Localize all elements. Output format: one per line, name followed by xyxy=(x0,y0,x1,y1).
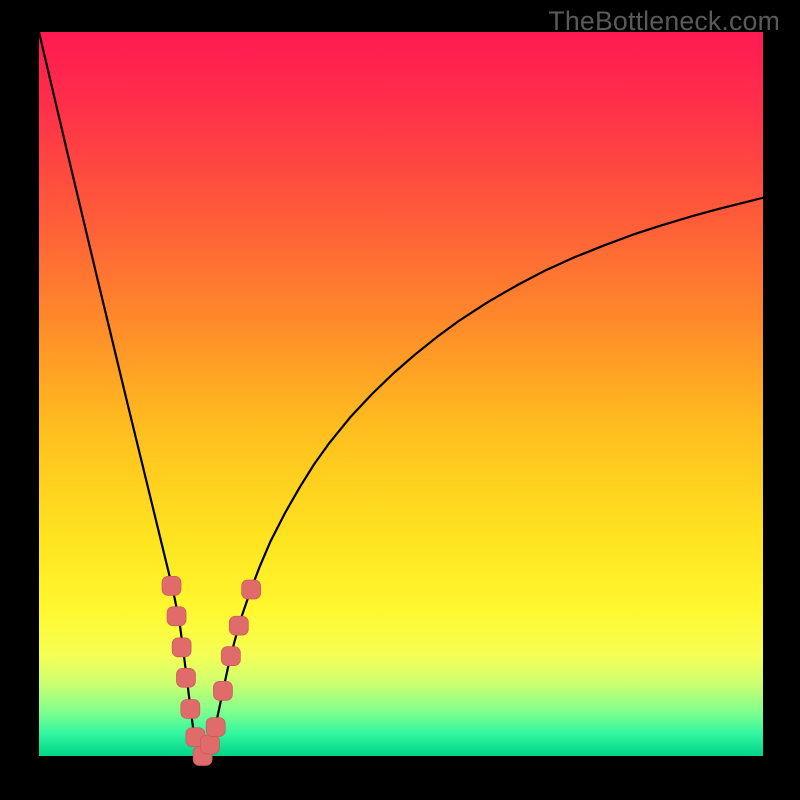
curve-marker xyxy=(172,638,191,657)
curve-marker xyxy=(176,668,195,687)
curve-marker xyxy=(229,616,248,635)
bottleneck-curve xyxy=(39,32,763,756)
curve-marker xyxy=(162,576,181,595)
curve-marker xyxy=(221,647,240,666)
plot-svg-layer xyxy=(39,32,763,756)
curve-marker xyxy=(200,735,219,754)
curve-marker xyxy=(242,580,261,599)
plot-area xyxy=(39,32,763,756)
curve-marker xyxy=(181,699,200,718)
curve-marker xyxy=(213,681,232,700)
chart-stage: TheBottleneck.com xyxy=(0,0,800,800)
curve-marker xyxy=(206,718,225,737)
curve-marker xyxy=(167,607,186,626)
